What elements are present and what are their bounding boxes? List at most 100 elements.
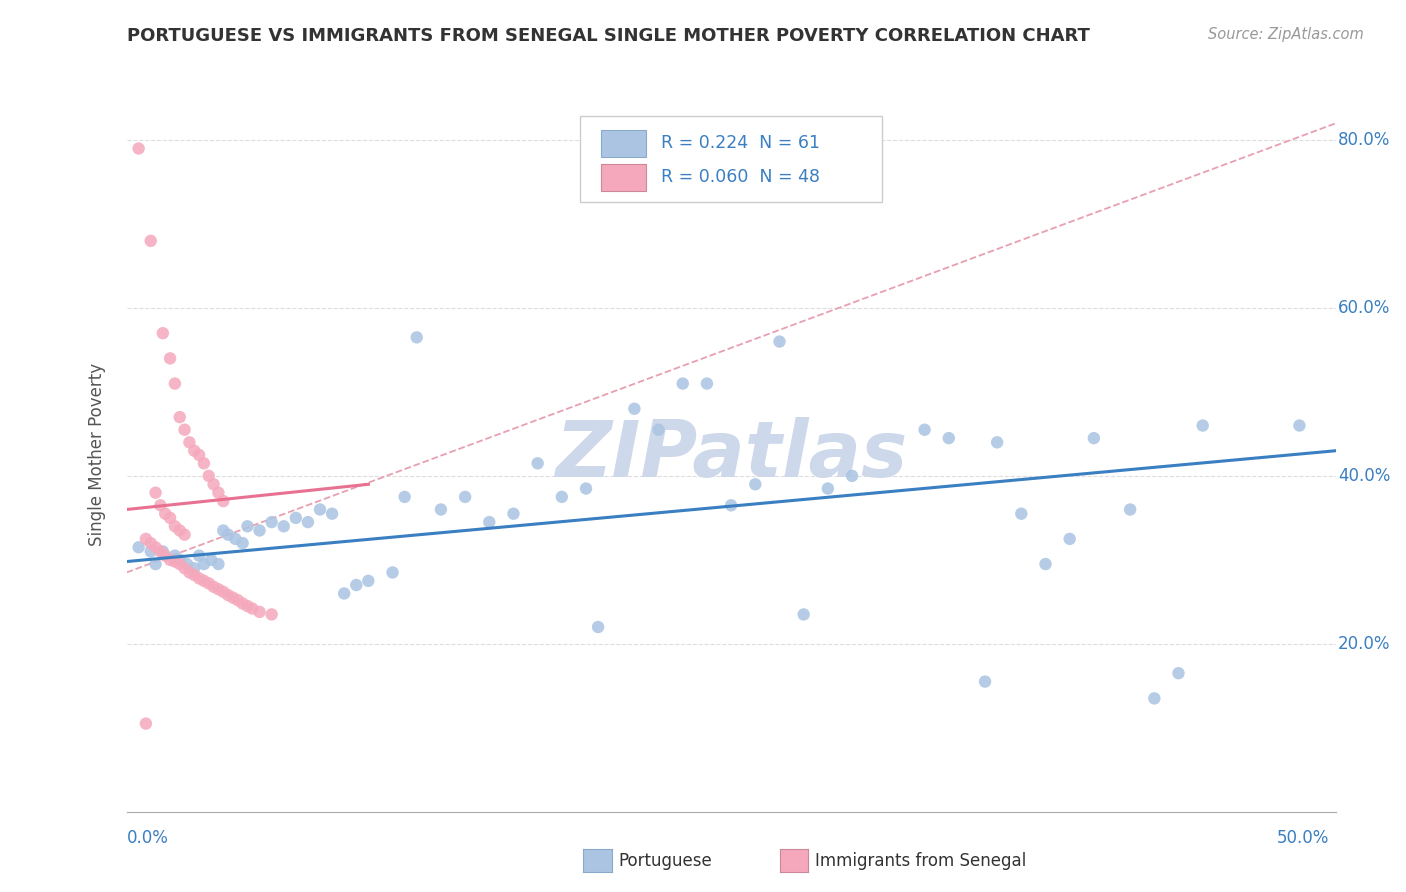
Point xyxy=(226,593,249,607)
Text: PORTUGUESE VS IMMIGRANTS FROM SENEGAL SINGLE MOTHER POVERTY CORRELATION CHART: PORTUGUESE VS IMMIGRANTS FROM SENEGAL SI… xyxy=(127,27,1090,45)
Bar xyxy=(600,129,647,157)
Point xyxy=(212,524,235,538)
Point xyxy=(260,607,283,622)
Point xyxy=(744,477,766,491)
Point xyxy=(173,527,195,541)
Point xyxy=(149,498,172,512)
Point xyxy=(207,557,229,571)
Point xyxy=(135,532,157,546)
Point xyxy=(183,443,205,458)
Text: Source: ZipAtlas.com: Source: ZipAtlas.com xyxy=(1208,27,1364,42)
Point xyxy=(128,541,150,555)
Point xyxy=(817,482,839,496)
Point xyxy=(938,431,960,445)
Text: 50.0%: 50.0% xyxy=(1277,829,1329,847)
Point xyxy=(672,376,695,391)
Point xyxy=(430,502,453,516)
Text: 0.0%: 0.0% xyxy=(127,829,169,847)
Point xyxy=(575,482,598,496)
Point xyxy=(145,557,167,571)
Point xyxy=(586,620,609,634)
Point xyxy=(155,549,177,563)
Text: R = 0.060  N = 48: R = 0.060 N = 48 xyxy=(661,169,820,186)
Point xyxy=(647,423,669,437)
Point xyxy=(202,580,225,594)
Point xyxy=(309,502,332,516)
Point xyxy=(1143,691,1166,706)
Point xyxy=(249,605,271,619)
Text: ZIPatlas: ZIPatlas xyxy=(555,417,907,493)
Point xyxy=(197,576,219,591)
Point xyxy=(222,591,245,605)
Point xyxy=(1288,418,1310,433)
Point xyxy=(1119,502,1142,516)
Point xyxy=(986,435,1008,450)
Point xyxy=(405,330,427,344)
Point xyxy=(217,588,239,602)
Text: 80.0%: 80.0% xyxy=(1339,131,1391,149)
Point xyxy=(173,423,195,437)
Point xyxy=(163,376,186,391)
Point xyxy=(551,490,574,504)
Point xyxy=(193,574,215,588)
Point xyxy=(478,515,501,529)
Point xyxy=(217,527,239,541)
Point xyxy=(188,571,211,585)
Point xyxy=(188,549,211,563)
Point xyxy=(139,536,162,550)
Point xyxy=(1059,532,1081,546)
Point xyxy=(974,674,997,689)
Point xyxy=(152,326,174,341)
Point xyxy=(135,716,157,731)
Point xyxy=(169,524,191,538)
Point xyxy=(273,519,295,533)
Point xyxy=(841,469,863,483)
Point xyxy=(212,494,235,508)
Point xyxy=(145,541,167,555)
Point xyxy=(357,574,380,588)
Point xyxy=(224,532,246,546)
Point xyxy=(149,544,172,558)
Point xyxy=(914,423,936,437)
Point xyxy=(768,334,790,349)
Point xyxy=(526,456,548,470)
Point xyxy=(260,515,283,529)
Point xyxy=(232,536,254,550)
Point xyxy=(696,376,718,391)
Point xyxy=(321,507,343,521)
Text: 20.0%: 20.0% xyxy=(1339,635,1391,653)
Point xyxy=(179,435,201,450)
Point xyxy=(163,519,186,533)
Y-axis label: Single Mother Poverty: Single Mother Poverty xyxy=(87,363,105,547)
Point xyxy=(284,511,307,525)
Point xyxy=(163,555,186,569)
Point xyxy=(183,568,205,582)
Point xyxy=(197,469,219,483)
Text: Immigrants from Senegal: Immigrants from Senegal xyxy=(815,852,1026,870)
Point xyxy=(1167,666,1189,681)
Point xyxy=(1035,557,1057,571)
Point xyxy=(1010,507,1032,521)
Point xyxy=(155,507,177,521)
Point xyxy=(333,586,356,600)
Point xyxy=(128,141,150,155)
Point xyxy=(159,511,181,525)
Point xyxy=(394,490,416,504)
Text: 40.0%: 40.0% xyxy=(1339,467,1391,485)
Point xyxy=(183,561,205,575)
Point xyxy=(249,524,271,538)
Point xyxy=(344,578,367,592)
Point xyxy=(502,507,524,521)
Point xyxy=(207,485,229,500)
Point xyxy=(173,561,195,575)
Point xyxy=(207,582,229,597)
Point xyxy=(169,553,191,567)
Point xyxy=(145,485,167,500)
Point xyxy=(193,557,215,571)
Point xyxy=(200,553,222,567)
Point xyxy=(623,401,645,416)
Point xyxy=(212,584,235,599)
Point xyxy=(139,544,162,558)
Point xyxy=(169,557,191,571)
Point xyxy=(188,448,211,462)
